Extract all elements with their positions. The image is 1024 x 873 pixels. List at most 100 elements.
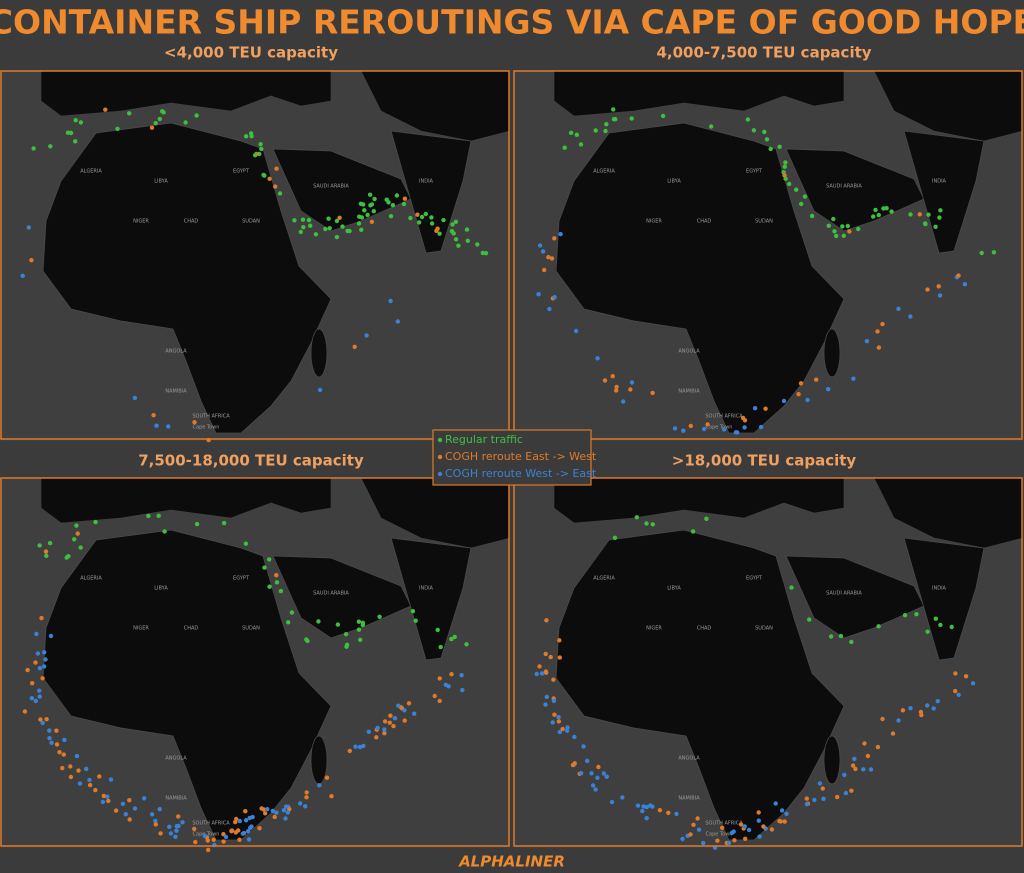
ship-dot xyxy=(37,666,43,671)
ship-dot xyxy=(87,782,93,788)
ship-dot xyxy=(100,799,106,805)
title: CONTAINER SHIP REROUTINGS VIA CAPE OF GO… xyxy=(0,3,1024,42)
ship-dot xyxy=(546,255,551,260)
ship-dot xyxy=(60,765,65,771)
ship-dot xyxy=(691,822,696,827)
map-label: NAMIBIA xyxy=(678,389,700,395)
map-label: INDIA xyxy=(932,586,947,592)
ship-dot xyxy=(896,306,901,311)
ship-dot xyxy=(783,176,788,181)
ship-dot xyxy=(552,236,557,241)
ship-dot xyxy=(908,314,913,319)
ship-dot xyxy=(123,812,128,817)
ship-dot xyxy=(29,696,35,701)
ship-dot xyxy=(936,284,941,289)
map-label: NAMIBIA xyxy=(165,389,187,395)
ship-dot xyxy=(938,208,943,213)
ship-dot xyxy=(193,839,198,845)
ship-dot xyxy=(601,771,606,776)
ship-dot xyxy=(534,671,539,677)
ship-dot xyxy=(277,191,283,196)
ship-dot xyxy=(103,107,108,112)
legend-label: COGH reroute East -> West xyxy=(445,450,597,463)
ship-dot xyxy=(452,634,457,640)
ship-dot xyxy=(33,698,38,704)
ship-dot xyxy=(364,333,369,338)
ship-dot xyxy=(75,531,80,536)
ship-dot xyxy=(415,212,420,217)
ship-dot xyxy=(864,339,870,344)
ship-dot xyxy=(761,824,766,829)
ship-dot xyxy=(925,629,930,634)
map-label: LIBYA xyxy=(154,179,168,185)
ship-dot xyxy=(160,109,165,114)
ship-dot xyxy=(267,557,272,562)
ship-dot xyxy=(334,234,340,240)
ship-dot xyxy=(709,124,714,129)
map-label: ANGOLA xyxy=(165,756,187,762)
ship-dot xyxy=(729,830,734,836)
ship-dot xyxy=(412,711,417,716)
ship-dot xyxy=(956,692,961,697)
ship-dot xyxy=(108,777,114,782)
ship-dot xyxy=(881,206,886,211)
ship-dot xyxy=(384,197,389,202)
ship-dot xyxy=(861,767,866,772)
ship-dot xyxy=(979,250,984,256)
ship-dot xyxy=(285,810,290,815)
ship-dot xyxy=(388,214,394,219)
ship-dot xyxy=(157,116,162,122)
ship-dot xyxy=(306,217,312,223)
ship-dot xyxy=(374,735,379,740)
ship-dot xyxy=(782,173,787,178)
ship-dot xyxy=(127,817,132,822)
ship-dot xyxy=(287,807,292,812)
ship-dot xyxy=(146,513,151,519)
ship-dot xyxy=(557,729,562,735)
ship-dot xyxy=(572,761,577,766)
map-label: ALGERIA xyxy=(593,576,615,582)
ship-dot xyxy=(176,814,181,819)
map-label: SOUTH AFRICA xyxy=(192,414,230,420)
ship-dot xyxy=(115,126,120,131)
ship-dot xyxy=(889,209,894,214)
ship-dot xyxy=(814,377,819,382)
ship-dot xyxy=(438,644,443,650)
map-label: ANGOLA xyxy=(165,349,187,355)
ship-dot xyxy=(142,796,147,801)
ship-dot xyxy=(746,827,752,833)
ship-dot xyxy=(648,803,653,808)
map-label: ALGERIA xyxy=(593,169,615,175)
ship-dot xyxy=(249,134,254,139)
ship-dot xyxy=(221,520,227,526)
ship-dot xyxy=(620,795,625,800)
map-background xyxy=(513,70,1024,442)
ship-dot xyxy=(544,618,549,623)
ship-dot xyxy=(265,807,270,812)
map-label: SAUDI ARABIA xyxy=(826,591,862,597)
ship-dot xyxy=(22,709,28,714)
ship-dot xyxy=(202,833,207,839)
ship-dot xyxy=(589,771,594,776)
ship-dot xyxy=(884,206,889,211)
map-label: SUDAN xyxy=(242,626,260,632)
ship-dot xyxy=(43,657,48,662)
ship-dot xyxy=(475,242,480,247)
ship-dot xyxy=(805,397,810,403)
ship-dot xyxy=(167,824,172,829)
ship-dot xyxy=(602,378,608,383)
panel-title: >18,000 TEU capacity xyxy=(672,452,857,470)
map-label: SAUDI ARABIA xyxy=(313,591,349,597)
ship-dot xyxy=(450,222,455,227)
ship-dot xyxy=(257,826,262,831)
ship-dot xyxy=(345,228,350,234)
ship-dot xyxy=(449,229,455,234)
ship-dot xyxy=(733,430,739,435)
ship-dot xyxy=(544,694,549,700)
ship-dot xyxy=(262,565,267,570)
ship-dot xyxy=(871,214,876,219)
map-label: SOUTH AFRICA xyxy=(192,821,230,827)
ship-dot xyxy=(908,212,913,217)
ship-dot xyxy=(356,619,362,624)
ship-dot xyxy=(831,216,836,222)
